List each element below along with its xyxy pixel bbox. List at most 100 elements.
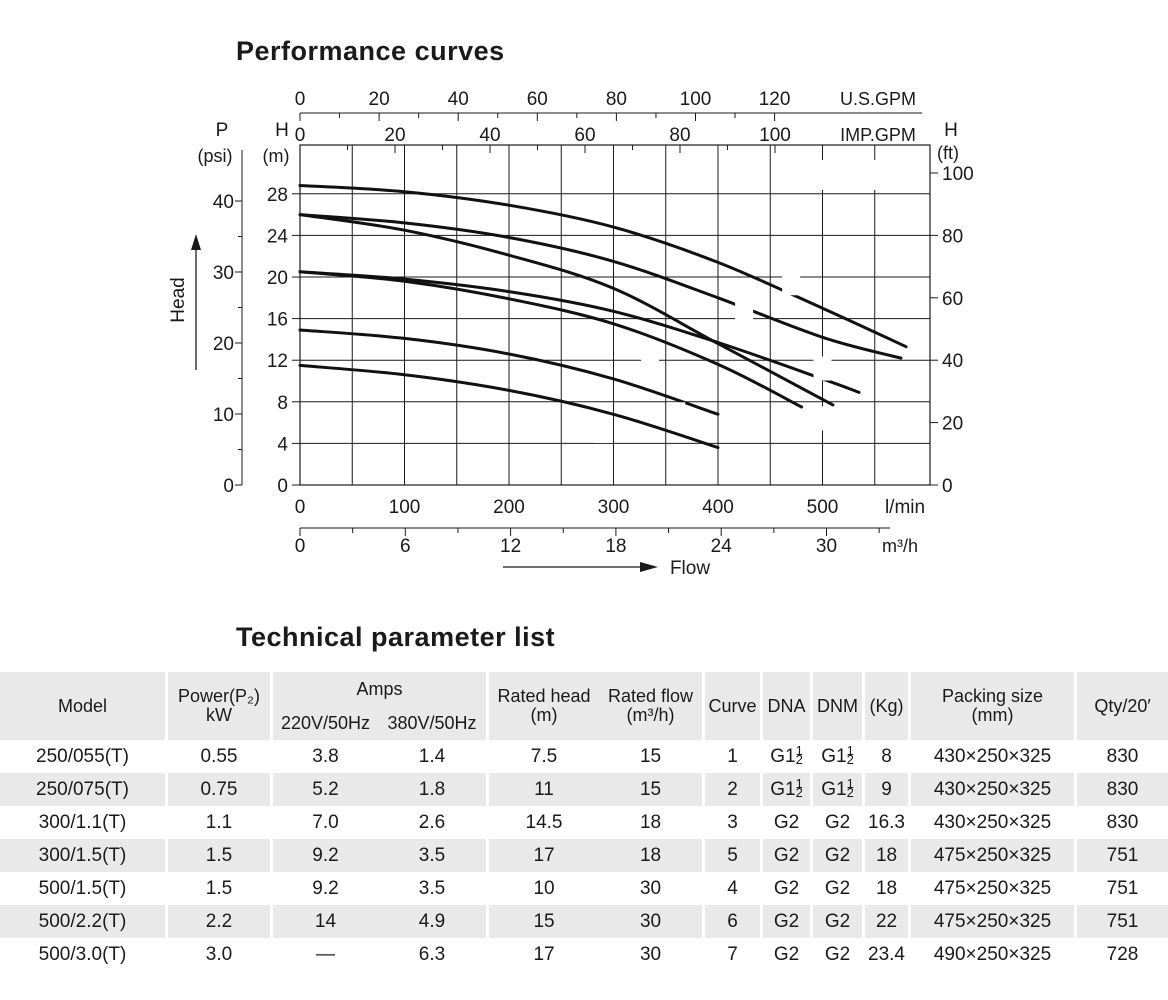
cell-a220: 7.0 xyxy=(270,806,378,839)
y-tick-label: 8 xyxy=(277,393,288,414)
header-rated-head: Rated head (m) xyxy=(486,672,600,740)
ft-tick-label: 40 xyxy=(942,351,963,372)
curve-3 xyxy=(298,270,804,409)
y-tick-label: 28 xyxy=(267,185,288,206)
cell-qty: 830 xyxy=(1074,773,1168,806)
ft-symbol: H xyxy=(944,120,958,141)
cell-model: 300/1.5(T) xyxy=(0,839,165,872)
m3h-tick-label: 24 xyxy=(711,536,733,557)
cell-head: 15 xyxy=(486,905,600,938)
cell-head: 11 xyxy=(486,773,600,806)
curve-label-bg-2 xyxy=(667,402,686,427)
header-amps-380: 380V/50Hz xyxy=(378,706,487,740)
cell-power: 0.75 xyxy=(165,773,270,806)
m3h-tick-label: 12 xyxy=(500,536,521,557)
header-rated-flow-unit: (m³/h) xyxy=(626,705,675,725)
cell-a220: 14 xyxy=(270,905,378,938)
cell-dna: G2 xyxy=(760,872,810,905)
cell-dna: G2 xyxy=(760,905,811,938)
cell-dnm: G2 xyxy=(810,938,862,971)
cell-model: 250/075(T) xyxy=(0,773,165,806)
cell-dnm: G1 1 2 xyxy=(810,773,863,806)
header-dnm: DNM xyxy=(810,672,863,740)
usgpm-tick-label: 120 xyxy=(759,89,791,110)
cell-dnm: G2 xyxy=(810,872,862,905)
psi-unit: (psi) xyxy=(198,146,233,166)
usgpm-tick-label: 20 xyxy=(369,89,390,110)
header-rated-head-label: Rated head xyxy=(497,686,591,706)
y-tick-label: 16 xyxy=(267,310,288,331)
curve-7 xyxy=(298,184,908,349)
cell-a380: 2.6 xyxy=(418,811,446,833)
impgpm-tick-label: 40 xyxy=(479,125,500,146)
header-power: Power(P₂) kW xyxy=(165,672,270,740)
x-axis-label: Flow xyxy=(670,558,710,579)
impgpm-tick-label: 80 xyxy=(669,125,690,146)
x-tick-label: 0 xyxy=(295,497,306,518)
impgpm-tick-label: 0 xyxy=(295,125,306,146)
chart-labels xyxy=(594,160,926,443)
cell-head: 17 xyxy=(486,839,600,872)
cell-a380: 3.5 xyxy=(418,877,446,899)
cell-qty: 830 xyxy=(1074,806,1168,839)
cell-kg: 23.4 xyxy=(862,938,908,971)
cell-packing: 430×250×325 xyxy=(908,773,1075,806)
cell-kg: 8 xyxy=(862,740,908,773)
header-weight: (Kg) xyxy=(862,672,909,740)
header-rated-head-unit: (m) xyxy=(530,705,558,725)
ft-unit: (ft) xyxy=(937,143,959,163)
cell-qty: 751 xyxy=(1074,839,1168,872)
cell-dna: G1 1 2 xyxy=(760,740,810,773)
performance-chart: 0481216202428010203040P(psi)H(m)02040608… xyxy=(168,89,974,579)
impgpm-tick-label: 20 xyxy=(384,125,405,146)
flow-arrow-head xyxy=(640,562,658,572)
chart-series xyxy=(298,184,908,450)
table-row: 250/075(T) 0.75 5.2 1.8 11 15 2 G1 1 2 G1 1 2 9 430×25… xyxy=(0,773,1168,806)
head-arrow-head xyxy=(191,234,201,250)
cell-curve: 5 xyxy=(702,839,761,872)
ft-tick-label: 20 xyxy=(942,414,963,435)
curve-6 xyxy=(298,213,903,360)
header-rated-flow: Rated flow (m³/h) xyxy=(599,672,703,740)
cell-curve: 3 xyxy=(702,806,760,839)
cell-a380: 6.3 xyxy=(418,943,446,965)
y-tick-label: 12 xyxy=(267,351,288,372)
cell-flow: 30 xyxy=(639,877,662,899)
cell-flow: 15 xyxy=(639,745,662,767)
impgpm-tick-label: 60 xyxy=(574,125,595,146)
cell-head: 14.5 xyxy=(486,806,599,839)
cell-dnm: G2 xyxy=(810,806,862,839)
head-unit: (m) xyxy=(263,146,290,166)
header-qty: Qty/20′ xyxy=(1074,672,1168,740)
psi-tick-label: 40 xyxy=(213,192,234,213)
usgpm-tick-label: 60 xyxy=(527,89,548,110)
m3h-tick-label: 30 xyxy=(816,536,837,557)
cell-dna: G2 xyxy=(760,938,810,971)
cell-flow: 18 xyxy=(599,839,703,872)
cell-curve: 4 xyxy=(702,872,760,905)
x-tick-label: 400 xyxy=(702,497,734,518)
cell-a220: — xyxy=(270,938,378,971)
cell-power: 0.55 xyxy=(165,740,270,773)
header-packing-label: Packing size xyxy=(941,686,1044,706)
y-tick-label: 24 xyxy=(267,226,289,247)
table-header: Model Power(P₂) kW Amps Rated head (m) R… xyxy=(0,672,1168,740)
cell-flow: 30 xyxy=(639,943,662,965)
header-curve: Curve xyxy=(702,672,761,740)
cell-power: 1.5 xyxy=(165,839,270,872)
x-tick-label: 300 xyxy=(598,497,630,518)
speed-note-background xyxy=(820,160,926,190)
cell-curve: 7 xyxy=(702,938,760,971)
usgpm-tick-label: 0 xyxy=(295,89,306,110)
head-unit-symbol: H xyxy=(275,120,289,141)
usgpm-unit-label: U.S.GPM xyxy=(840,89,916,109)
cell-qty: 728 xyxy=(1074,938,1168,971)
cell-flow: 18 xyxy=(639,811,662,833)
cell-kg: 18 xyxy=(862,872,908,905)
usgpm-tick-label: 40 xyxy=(448,89,469,110)
usgpm-tick-label: 80 xyxy=(606,89,627,110)
header-amps: Amps xyxy=(270,672,487,706)
table-row: 500/1.5(T) 1.5 9.2 3.5 10 30 4 G2 G2 18 475×250×32… xyxy=(0,872,1168,905)
